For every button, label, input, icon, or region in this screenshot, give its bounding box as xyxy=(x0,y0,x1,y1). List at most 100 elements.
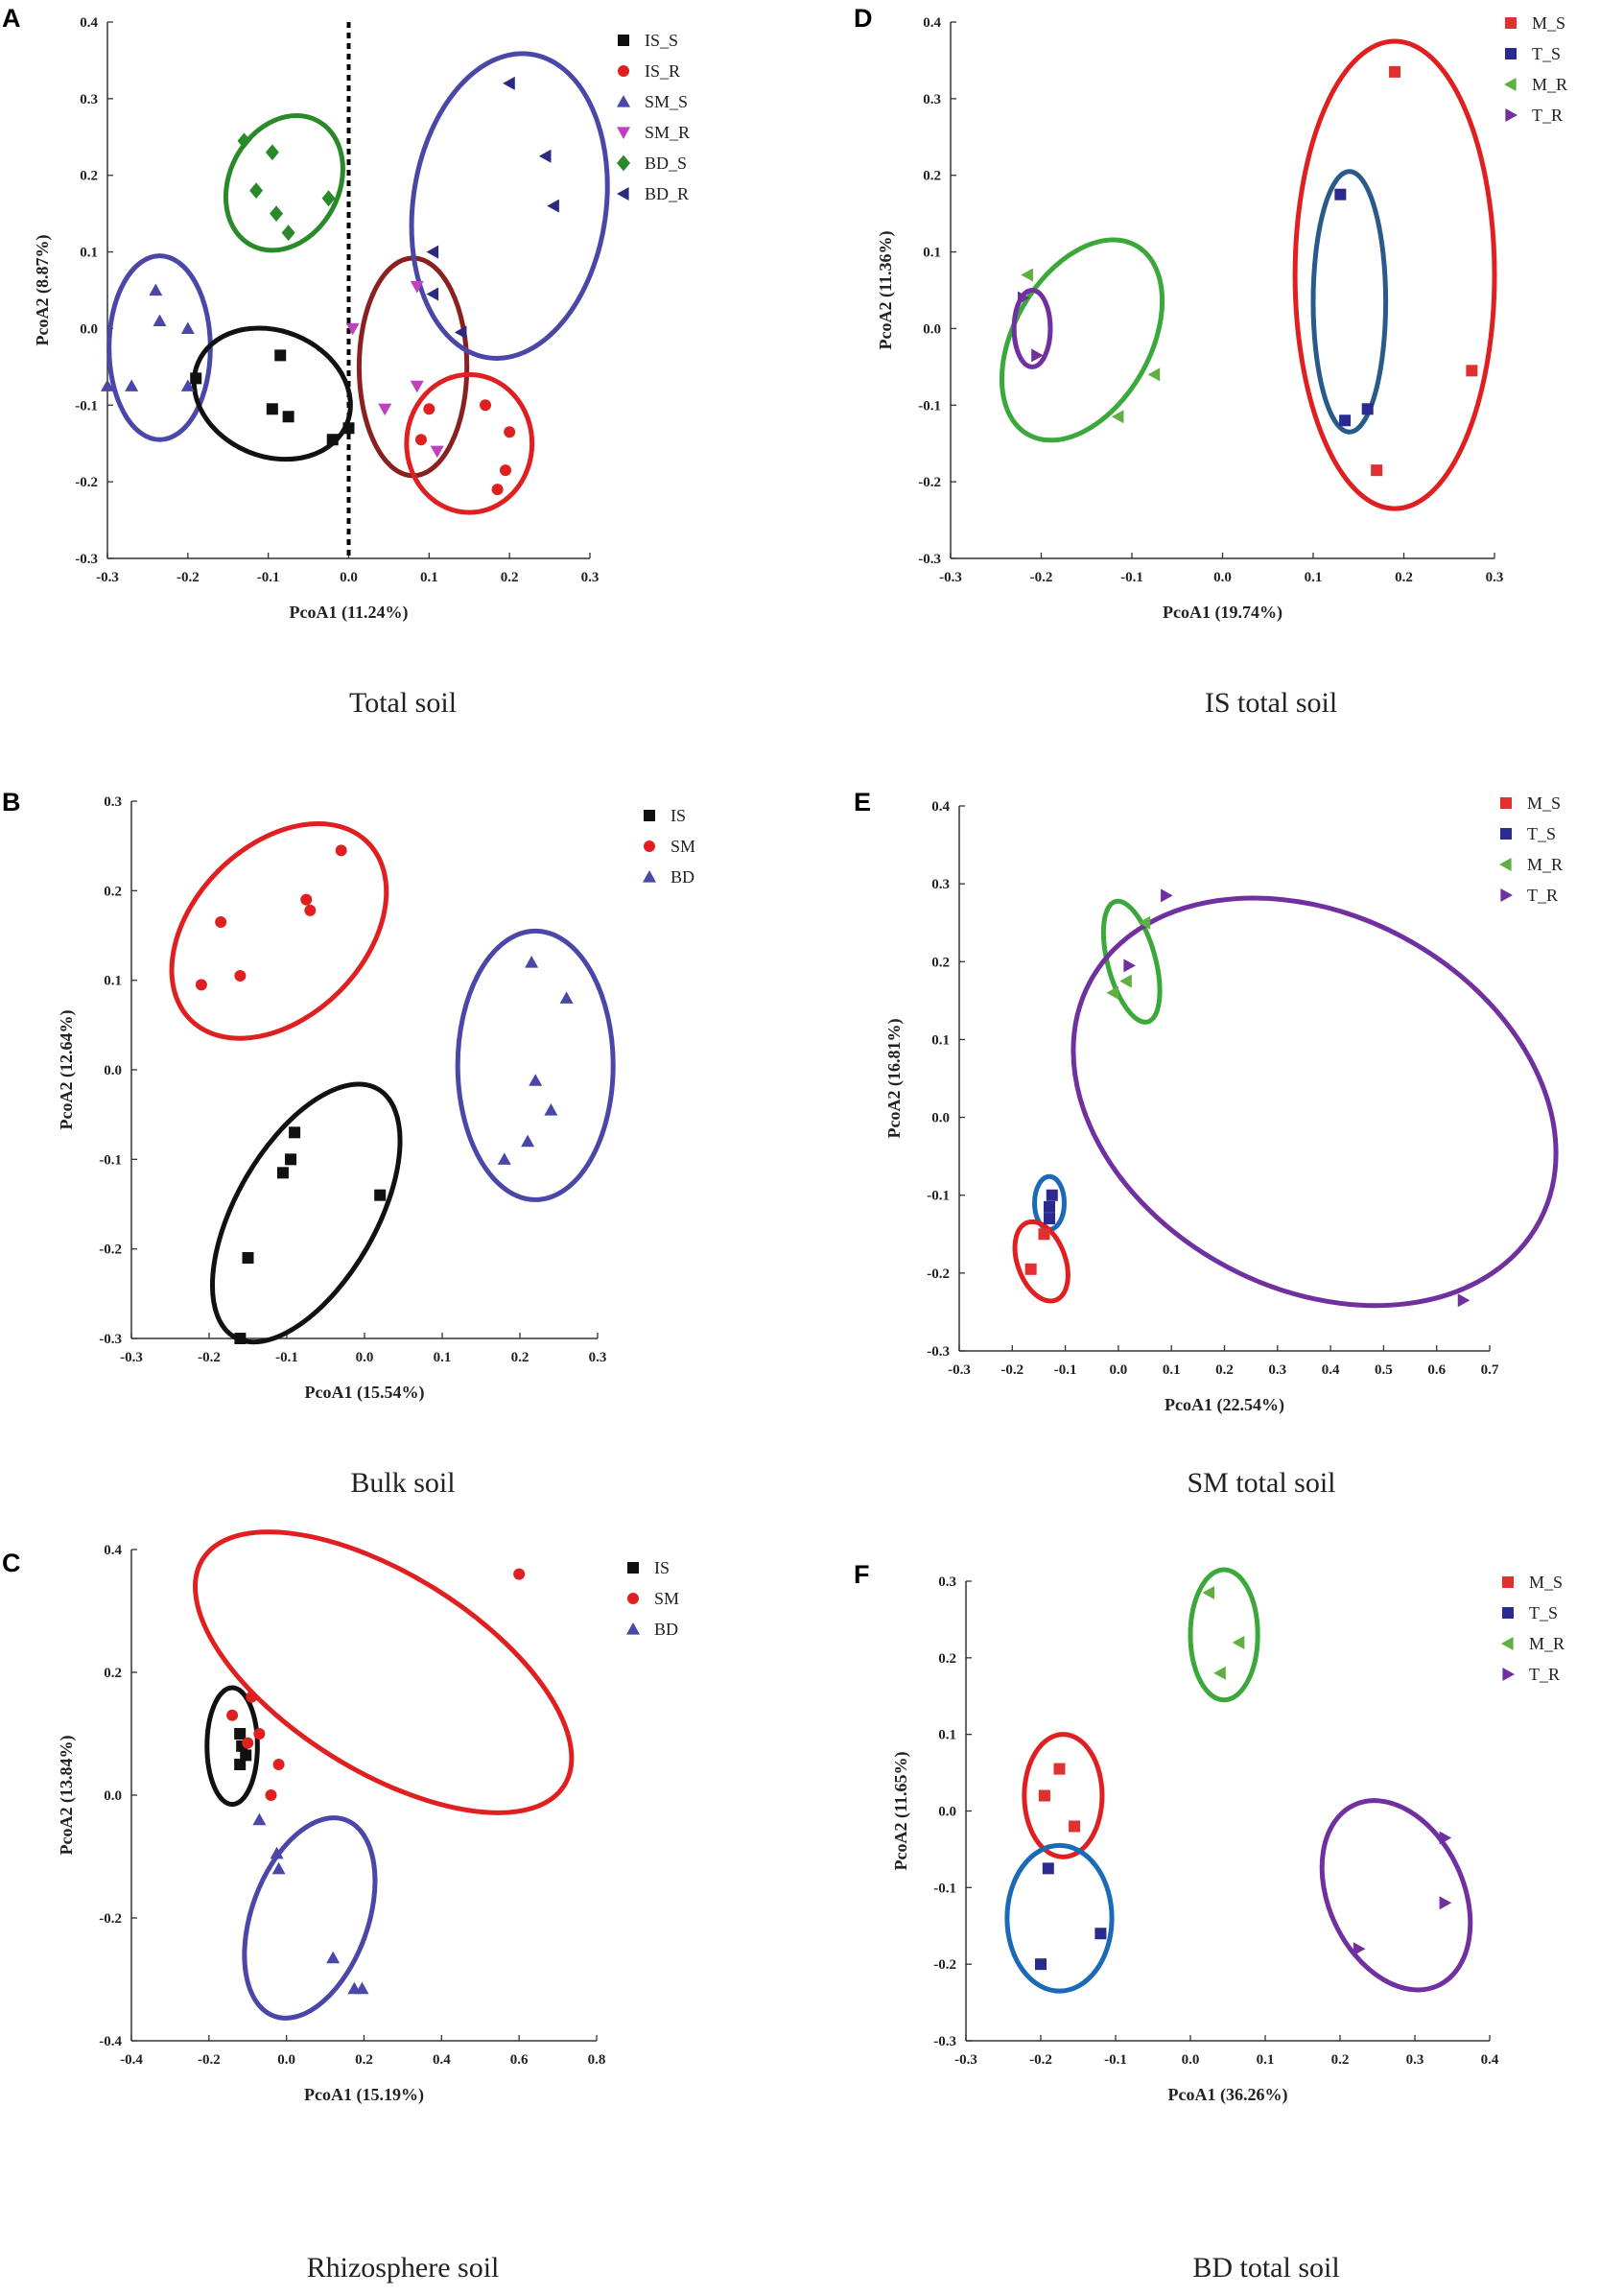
y-tick-label: 0.4 xyxy=(931,799,950,815)
legend-marker xyxy=(617,154,630,172)
legend-label: M_R xyxy=(1532,75,1567,94)
legend-marker xyxy=(643,870,656,883)
legend-label: IS xyxy=(654,1558,670,1577)
x-tick-label: 0.3 xyxy=(589,1350,607,1365)
legend-label: T_R xyxy=(1532,106,1563,125)
panel-letter: B xyxy=(2,788,21,817)
y-axis-label: PcoA2 (11.65%) xyxy=(891,1752,911,1871)
data-point-sm xyxy=(242,1737,254,1749)
legend-marker xyxy=(617,127,630,139)
x-tick-label: 0.1 xyxy=(434,1350,452,1365)
legend-label: BD xyxy=(671,867,694,887)
legend-marker xyxy=(1505,48,1517,59)
x-tick-label: 0.1 xyxy=(420,570,438,585)
y-tick-label: 0.0 xyxy=(931,1111,950,1126)
y-tick-label: 0.4 xyxy=(104,1543,122,1558)
data-point-sm xyxy=(215,916,227,928)
x-tick-label: 0.0 xyxy=(356,1350,374,1365)
x-tick-label: 0.5 xyxy=(1375,1362,1393,1378)
data-point-t-r xyxy=(1439,1831,1452,1845)
data-point-sm xyxy=(226,1709,239,1721)
data-point-m-r xyxy=(1111,410,1124,424)
data-point-t-s xyxy=(1361,403,1374,415)
x-tick-label: -0.3 xyxy=(939,570,962,585)
data-point-bd xyxy=(326,1951,341,1964)
legend-marker xyxy=(618,35,629,46)
y-tick-label: 0.0 xyxy=(80,321,98,337)
y-tick-label: -0.2 xyxy=(918,475,941,490)
y-tick-label: -0.2 xyxy=(75,475,98,490)
data-point-is-s xyxy=(274,349,287,362)
x-tick-label: -0.1 xyxy=(257,570,280,585)
y-tick-label: -0.2 xyxy=(99,1243,122,1258)
y-tick-label: 0.1 xyxy=(931,1032,950,1048)
panel-letter: A xyxy=(2,4,21,33)
x-tick-label: 0.6 xyxy=(510,2052,529,2068)
y-tick-label: -0.1 xyxy=(99,1152,122,1168)
panel-caption: Rhizosphere soil xyxy=(307,2252,500,2284)
data-point-m-s xyxy=(1038,1228,1050,1241)
legend-label: IS_R xyxy=(645,61,680,81)
panel-b: B -0.3 -0.2 -0.1 0.0 0.1 0.2 0.3 -0.3 -0.2 -0.1 0.0… xyxy=(2,788,695,1499)
y-tick-label: 0.2 xyxy=(104,884,122,899)
group-ellipse xyxy=(999,237,1165,443)
panel-caption: SM total soil xyxy=(1187,1467,1335,1499)
x-tick-label: -0.1 xyxy=(1054,1362,1077,1378)
data-point-sm-s xyxy=(101,379,114,391)
x-tick-label: 0.2 xyxy=(501,570,519,585)
data-point-t-r xyxy=(1123,959,1136,973)
data-point-is-r xyxy=(423,403,435,415)
legend-marker xyxy=(617,187,629,201)
y-tick-label: -0.1 xyxy=(933,1881,956,1896)
group-ellipse xyxy=(409,51,610,361)
data-point-is xyxy=(285,1153,297,1166)
data-point-t-s xyxy=(1339,414,1352,427)
y-tick-label: 0.0 xyxy=(104,1788,122,1804)
legend-label: BD_R xyxy=(645,184,689,203)
data-point-sm xyxy=(265,1789,277,1801)
data-point-bd xyxy=(271,1861,286,1875)
data-point-is xyxy=(242,1252,254,1264)
x-tick-label: 0.6 xyxy=(1427,1362,1446,1378)
data-point-sm xyxy=(513,1568,526,1580)
legend-label: BD xyxy=(654,1620,678,1639)
panel-letter: F xyxy=(854,1560,870,1589)
data-point-m-r xyxy=(1138,915,1151,930)
x-tick-label: 0.2 xyxy=(1331,2052,1350,2068)
x-axis-label: PcoA1 (15.54%) xyxy=(305,1383,425,1403)
x-axis-label: PcoA1 (22.54%) xyxy=(1165,1395,1284,1415)
group-ellipse xyxy=(1022,1732,1105,1859)
group-ellipse xyxy=(1012,1219,1071,1304)
data-point-is-r xyxy=(414,434,427,446)
data-point-t-r xyxy=(1439,1896,1452,1910)
group-ellipse xyxy=(169,821,389,1041)
data-point-sm-r xyxy=(378,403,392,416)
x-tick-label: -0.1 xyxy=(275,1350,298,1365)
x-tick-label: 0.0 xyxy=(340,570,358,585)
data-point-is-r xyxy=(491,484,504,496)
y-tick-label: 0.1 xyxy=(80,246,98,261)
data-point-t-r xyxy=(1031,348,1044,363)
data-point-bd-s xyxy=(265,144,279,161)
data-point-bd-r xyxy=(426,245,439,259)
data-point-t-s xyxy=(1334,188,1347,201)
group-ellipse xyxy=(106,253,213,442)
y-tick-label: 0.2 xyxy=(938,1651,956,1667)
y-axis-label: PcoA2 (13.84%) xyxy=(57,1736,77,1856)
data-point-t-r xyxy=(1457,1293,1471,1308)
group-ellipse xyxy=(455,928,616,1202)
y-tick-label: -0.2 xyxy=(927,1266,950,1282)
data-point-is xyxy=(276,1167,289,1179)
group-ellipse xyxy=(1319,1798,1473,1993)
data-point-is-s xyxy=(342,422,355,435)
legend-marker xyxy=(1501,1637,1514,1650)
group-ellipse xyxy=(204,1685,260,1808)
x-tick-label: -0.3 xyxy=(948,1362,971,1378)
data-point-sm xyxy=(304,904,317,916)
x-tick-label: 0.3 xyxy=(1268,1362,1286,1378)
y-axis-label: PcoA2 (12.64%) xyxy=(57,1010,77,1130)
data-point-m-s xyxy=(1371,464,1383,477)
panel-c: C -0.4 -0.2 0.0 0.2 0.4 -0.4 -0.2 0.0 0.2 0.4 0.6 0.… xyxy=(2,1529,679,2284)
x-tick-label: -0.2 xyxy=(198,2052,221,2068)
legend-label: SM xyxy=(671,837,695,856)
